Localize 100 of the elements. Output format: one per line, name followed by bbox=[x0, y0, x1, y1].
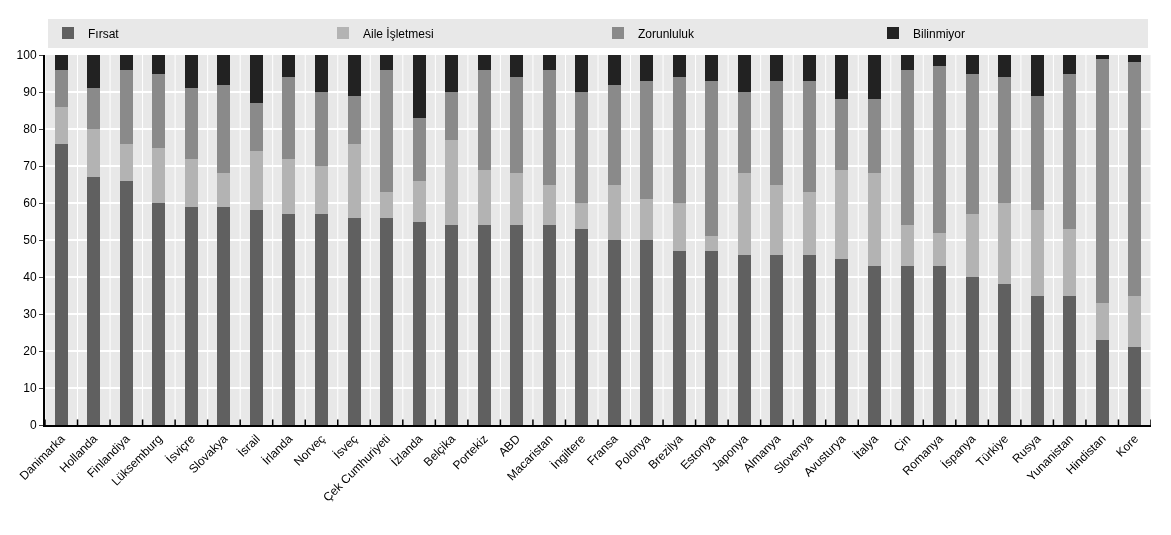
bar bbox=[965, 277, 979, 425]
bar bbox=[445, 140, 459, 226]
bar bbox=[900, 225, 914, 266]
bar bbox=[1063, 55, 1077, 74]
y-tick-label: 10 bbox=[23, 381, 37, 396]
bar bbox=[510, 77, 524, 174]
bar bbox=[802, 55, 816, 81]
bar bbox=[445, 92, 459, 141]
bar bbox=[445, 225, 459, 425]
bar bbox=[380, 217, 394, 425]
bar bbox=[54, 55, 68, 70]
bar bbox=[640, 199, 654, 240]
legend-label: Zorunluluk bbox=[638, 26, 696, 41]
bar bbox=[1128, 347, 1142, 425]
bar bbox=[184, 206, 198, 425]
bar bbox=[575, 92, 589, 203]
y-tick-label: 50 bbox=[23, 233, 37, 248]
bar bbox=[380, 55, 394, 70]
bar bbox=[1030, 55, 1044, 96]
bar bbox=[217, 84, 231, 174]
bar bbox=[314, 55, 329, 92]
bar bbox=[1095, 302, 1109, 340]
bar bbox=[998, 55, 1012, 78]
bar bbox=[412, 117, 426, 181]
y-tick-label: 0 bbox=[29, 418, 37, 433]
bar bbox=[380, 69, 394, 192]
bar bbox=[347, 95, 361, 144]
bar bbox=[705, 55, 719, 81]
bar bbox=[672, 77, 686, 203]
legend-label: Aile İşletmesi bbox=[363, 26, 434, 41]
bar bbox=[835, 99, 849, 170]
bar bbox=[1128, 295, 1142, 348]
bar bbox=[217, 55, 231, 85]
bar bbox=[770, 55, 784, 81]
bar bbox=[933, 66, 947, 233]
bar bbox=[314, 166, 329, 215]
bar bbox=[152, 73, 166, 148]
bar bbox=[282, 158, 296, 215]
bar bbox=[412, 180, 426, 222]
bar bbox=[542, 69, 556, 185]
bar bbox=[672, 251, 686, 425]
y-tick-label: 100 bbox=[16, 48, 37, 63]
bar bbox=[314, 214, 329, 425]
bar bbox=[607, 55, 621, 85]
bar bbox=[867, 55, 882, 100]
bar bbox=[737, 254, 751, 425]
bar bbox=[867, 265, 882, 425]
bar bbox=[705, 251, 719, 425]
bar bbox=[87, 88, 101, 129]
bar bbox=[705, 236, 719, 252]
bar bbox=[1030, 295, 1044, 425]
bar bbox=[1095, 55, 1109, 59]
y-tick-label: 80 bbox=[23, 122, 37, 137]
bar bbox=[510, 173, 524, 226]
bar bbox=[54, 106, 68, 144]
legend-label: Bilinmiyor bbox=[913, 26, 966, 41]
bar bbox=[217, 206, 231, 425]
bar bbox=[54, 69, 68, 107]
bar bbox=[998, 77, 1012, 203]
bar bbox=[770, 184, 784, 255]
bar bbox=[1030, 210, 1044, 296]
bar bbox=[477, 55, 491, 70]
y-tick-label: 30 bbox=[23, 307, 37, 322]
bar bbox=[900, 69, 914, 226]
bar bbox=[1063, 295, 1077, 425]
bar bbox=[380, 191, 394, 218]
bar bbox=[900, 55, 914, 70]
bar bbox=[933, 232, 947, 266]
bar bbox=[119, 143, 133, 181]
bar bbox=[770, 254, 784, 425]
bar bbox=[542, 55, 556, 70]
bar bbox=[217, 173, 231, 207]
bar bbox=[87, 129, 101, 178]
bar bbox=[640, 240, 654, 425]
bar bbox=[965, 214, 979, 277]
bar bbox=[119, 69, 133, 144]
bar bbox=[282, 214, 296, 425]
bar bbox=[510, 225, 524, 425]
bar bbox=[607, 184, 621, 240]
bar bbox=[477, 169, 491, 226]
bar bbox=[737, 55, 751, 92]
bar bbox=[607, 240, 621, 425]
bar bbox=[119, 55, 133, 70]
bar bbox=[933, 55, 947, 67]
bar bbox=[867, 99, 882, 174]
bar bbox=[575, 203, 589, 229]
bar bbox=[802, 191, 816, 255]
bar bbox=[1128, 55, 1142, 63]
bar bbox=[1030, 95, 1044, 211]
bar bbox=[542, 184, 556, 226]
bar bbox=[737, 92, 751, 174]
bar bbox=[737, 173, 751, 255]
bar bbox=[1128, 62, 1142, 296]
bar bbox=[1063, 228, 1077, 296]
bar bbox=[542, 225, 556, 425]
bar bbox=[510, 55, 524, 78]
bar bbox=[672, 55, 686, 78]
bar bbox=[575, 228, 589, 425]
bar bbox=[282, 55, 296, 78]
bar bbox=[607, 84, 621, 185]
